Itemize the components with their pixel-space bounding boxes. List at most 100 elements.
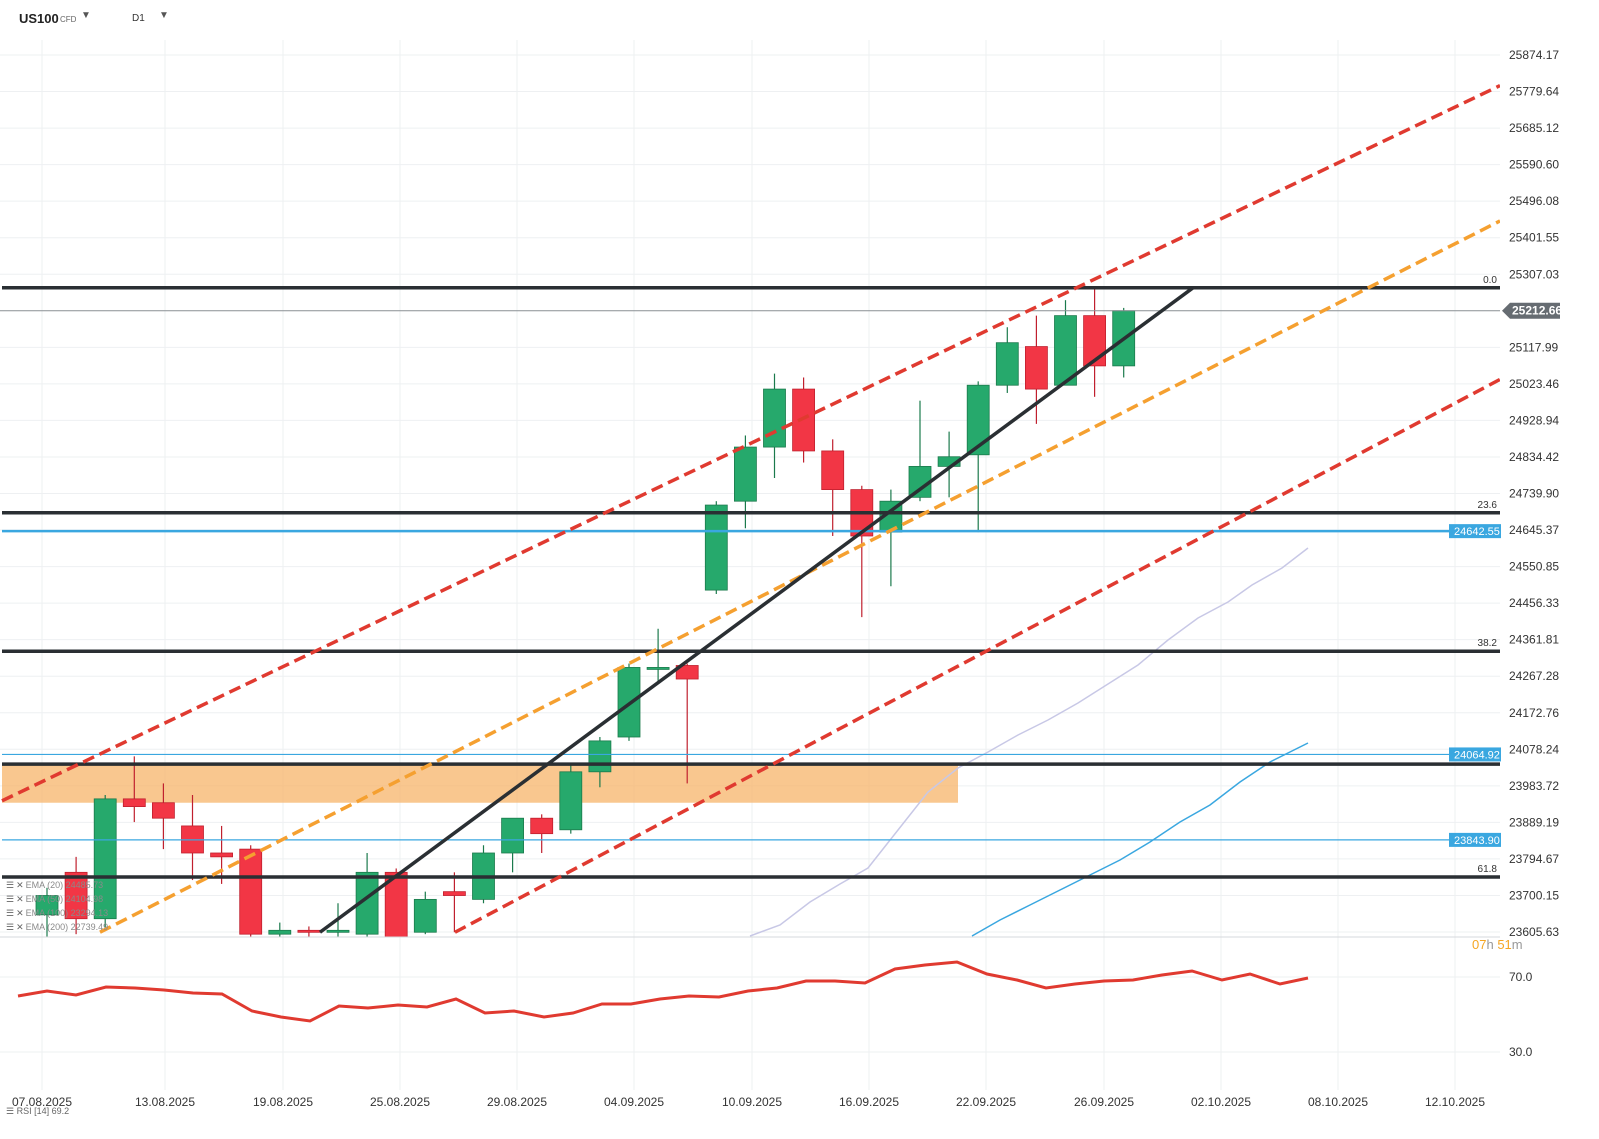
- fib-level-label: 61.8: [1478, 864, 1498, 875]
- menu-icon[interactable]: ☰: [6, 880, 15, 890]
- candle-countdown: 07h 51m: [1472, 937, 1523, 952]
- price-tick-label: 23983.72: [1509, 779, 1559, 793]
- symbol-dropdown-icon[interactable]: ▼: [81, 10, 91, 21]
- price-tick-label: 24456.33: [1509, 596, 1559, 610]
- date-tick-label: 26.09.2025: [1074, 1095, 1134, 1109]
- price-tick-label: 24550.85: [1509, 560, 1559, 574]
- indicator-legend-ema50[interactable]: ☰ ✕ EMA (50) 24104.98: [6, 894, 103, 905]
- date-tick-label: 08.10.2025: [1308, 1095, 1368, 1109]
- ema-50-line: [971, 742, 1309, 937]
- countdown-hours-unit: h: [1486, 937, 1494, 952]
- timeframe-dropdown-icon[interactable]: ▼: [159, 10, 169, 21]
- ema-lines: [749, 547, 1309, 937]
- price-tick-label: 24267.28: [1509, 669, 1559, 683]
- candle-body: [1083, 315, 1106, 367]
- date-tick-label: 07.08.2025: [12, 1095, 72, 1109]
- menu-icon[interactable]: ☰: [6, 908, 15, 918]
- level-price-label: 23843.90: [1454, 835, 1500, 847]
- timeframe-label[interactable]: D1: [132, 13, 145, 24]
- candle-body: [1054, 315, 1077, 386]
- candle-body: [239, 848, 263, 935]
- candle-body: [384, 871, 408, 937]
- chart-header: US100 CFD ▼ D1 ▼: [0, 0, 600, 36]
- candle-body: [35, 895, 59, 916]
- horizontal-levels[interactable]: 0.0 23.6 38.2 61.8: [0, 275, 1500, 879]
- candle-body: [501, 817, 525, 854]
- price-tick-label: 24078.24: [1509, 742, 1559, 756]
- rsi-line: [17, 960, 1309, 1023]
- indicator-label: EMA (200) 22739.49: [25, 922, 109, 932]
- fib-level-label: 0.0: [1483, 275, 1497, 286]
- indicator-legend-ema100[interactable]: ☰ ✕ EMA (100) 23294.13: [6, 908, 108, 919]
- price-tick-label: 25496.08: [1509, 194, 1559, 208]
- candle-body: [268, 929, 292, 935]
- date-tick-label: 04.09.2025: [604, 1095, 664, 1109]
- price-tick-label: 23794.67: [1509, 852, 1559, 866]
- candle-body: [93, 798, 117, 920]
- candle-body: [646, 667, 670, 670]
- countdown-minutes-unit: m: [1511, 937, 1523, 952]
- ema-20-line: [749, 547, 1309, 937]
- candle-body: [763, 388, 786, 448]
- close-icon[interactable]: ✕: [16, 908, 24, 918]
- candle-body: [355, 871, 379, 935]
- support-zone-rect: [2, 764, 958, 803]
- candle-body: [530, 817, 554, 835]
- price-tick-label: 24928.94: [1509, 413, 1559, 427]
- rsi-label: RSI [14] 69.2: [16, 1106, 70, 1116]
- date-tick-label: 13.08.2025: [135, 1095, 195, 1109]
- price-tick-label: 25874.17: [1509, 48, 1559, 62]
- price-tick-label: 25685.12: [1509, 121, 1559, 135]
- rsi-legend[interactable]: ☰ RSI [14] 69.2: [6, 1106, 69, 1117]
- candle-body: [559, 771, 583, 831]
- candle-body: [966, 384, 990, 456]
- grid: [0, 40, 1500, 1090]
- close-icon[interactable]: ✕: [16, 894, 24, 904]
- price-axis[interactable]: 25874.17 25779.64 25685.12 25590.60 25496.08…: [1449, 48, 1562, 939]
- menu-icon[interactable]: ☰: [6, 894, 15, 904]
- price-tick-label: 23605.63: [1509, 925, 1559, 939]
- menu-icon[interactable]: ☰: [6, 1106, 15, 1116]
- price-tick-label: 25117.99: [1509, 340, 1558, 354]
- candle-body: [326, 929, 350, 933]
- candle-body: [413, 898, 437, 933]
- indicator-legend-ema20[interactable]: ☰ ✕ EMA (20) 24485.73: [6, 880, 103, 891]
- close-icon[interactable]: ✕: [16, 922, 24, 932]
- level-price-tag: [1449, 747, 1501, 762]
- price-tick-label: 24834.42: [1509, 450, 1559, 464]
- price-tick-label: 23700.15: [1509, 888, 1559, 902]
- symbol-label[interactable]: US100: [19, 11, 59, 26]
- candle-body: [64, 871, 88, 920]
- price-tick-label: 24172.76: [1509, 706, 1559, 720]
- fib-trend-line: [318, 286, 1195, 934]
- level-price-label: 25212.66: [1512, 304, 1562, 318]
- candle-body: [821, 450, 845, 490]
- candle-body: [1025, 346, 1048, 390]
- level-price-tag: [1449, 524, 1501, 539]
- price-tick-label: 24361.81: [1509, 633, 1559, 647]
- close-icon[interactable]: ✕: [16, 880, 24, 890]
- candle-body: [442, 891, 466, 896]
- time-axis[interactable]: 07.08.2025 13.08.2025 19.08.2025 25.08.2025…: [12, 1095, 1485, 1109]
- date-tick-label: 22.09.2025: [956, 1095, 1016, 1109]
- candle-body: [151, 802, 175, 819]
- rsi-tick-label: 70.0: [1509, 970, 1533, 984]
- indicator-label: EMA (50) 24104.98: [25, 894, 104, 904]
- date-tick-label: 12.10.2025: [1425, 1095, 1485, 1109]
- price-tick-label: 25590.60: [1509, 158, 1559, 172]
- price-tick-label: 24645.37: [1509, 523, 1559, 537]
- candle-body: [297, 929, 321, 933]
- indicator-label: EMA (100) 23294.13: [25, 908, 109, 918]
- candle-body: [704, 504, 728, 591]
- channel-lower-line: [454, 377, 1500, 934]
- price-tick-label: 23889.19: [1509, 815, 1559, 829]
- rsi-panel: 70.0 30.0: [0, 936, 1533, 1059]
- menu-icon[interactable]: ☰: [6, 922, 15, 932]
- trend-lines[interactable]: [1, 84, 1500, 934]
- fib-level-label: 38.2: [1478, 638, 1498, 649]
- fib-level-label: 23.6: [1478, 500, 1498, 511]
- candle-body: [675, 665, 699, 680]
- date-tick-label: 25.08.2025: [370, 1095, 430, 1109]
- indicator-legend-ema200[interactable]: ☰ ✕ EMA (200) 22739.49: [6, 922, 108, 933]
